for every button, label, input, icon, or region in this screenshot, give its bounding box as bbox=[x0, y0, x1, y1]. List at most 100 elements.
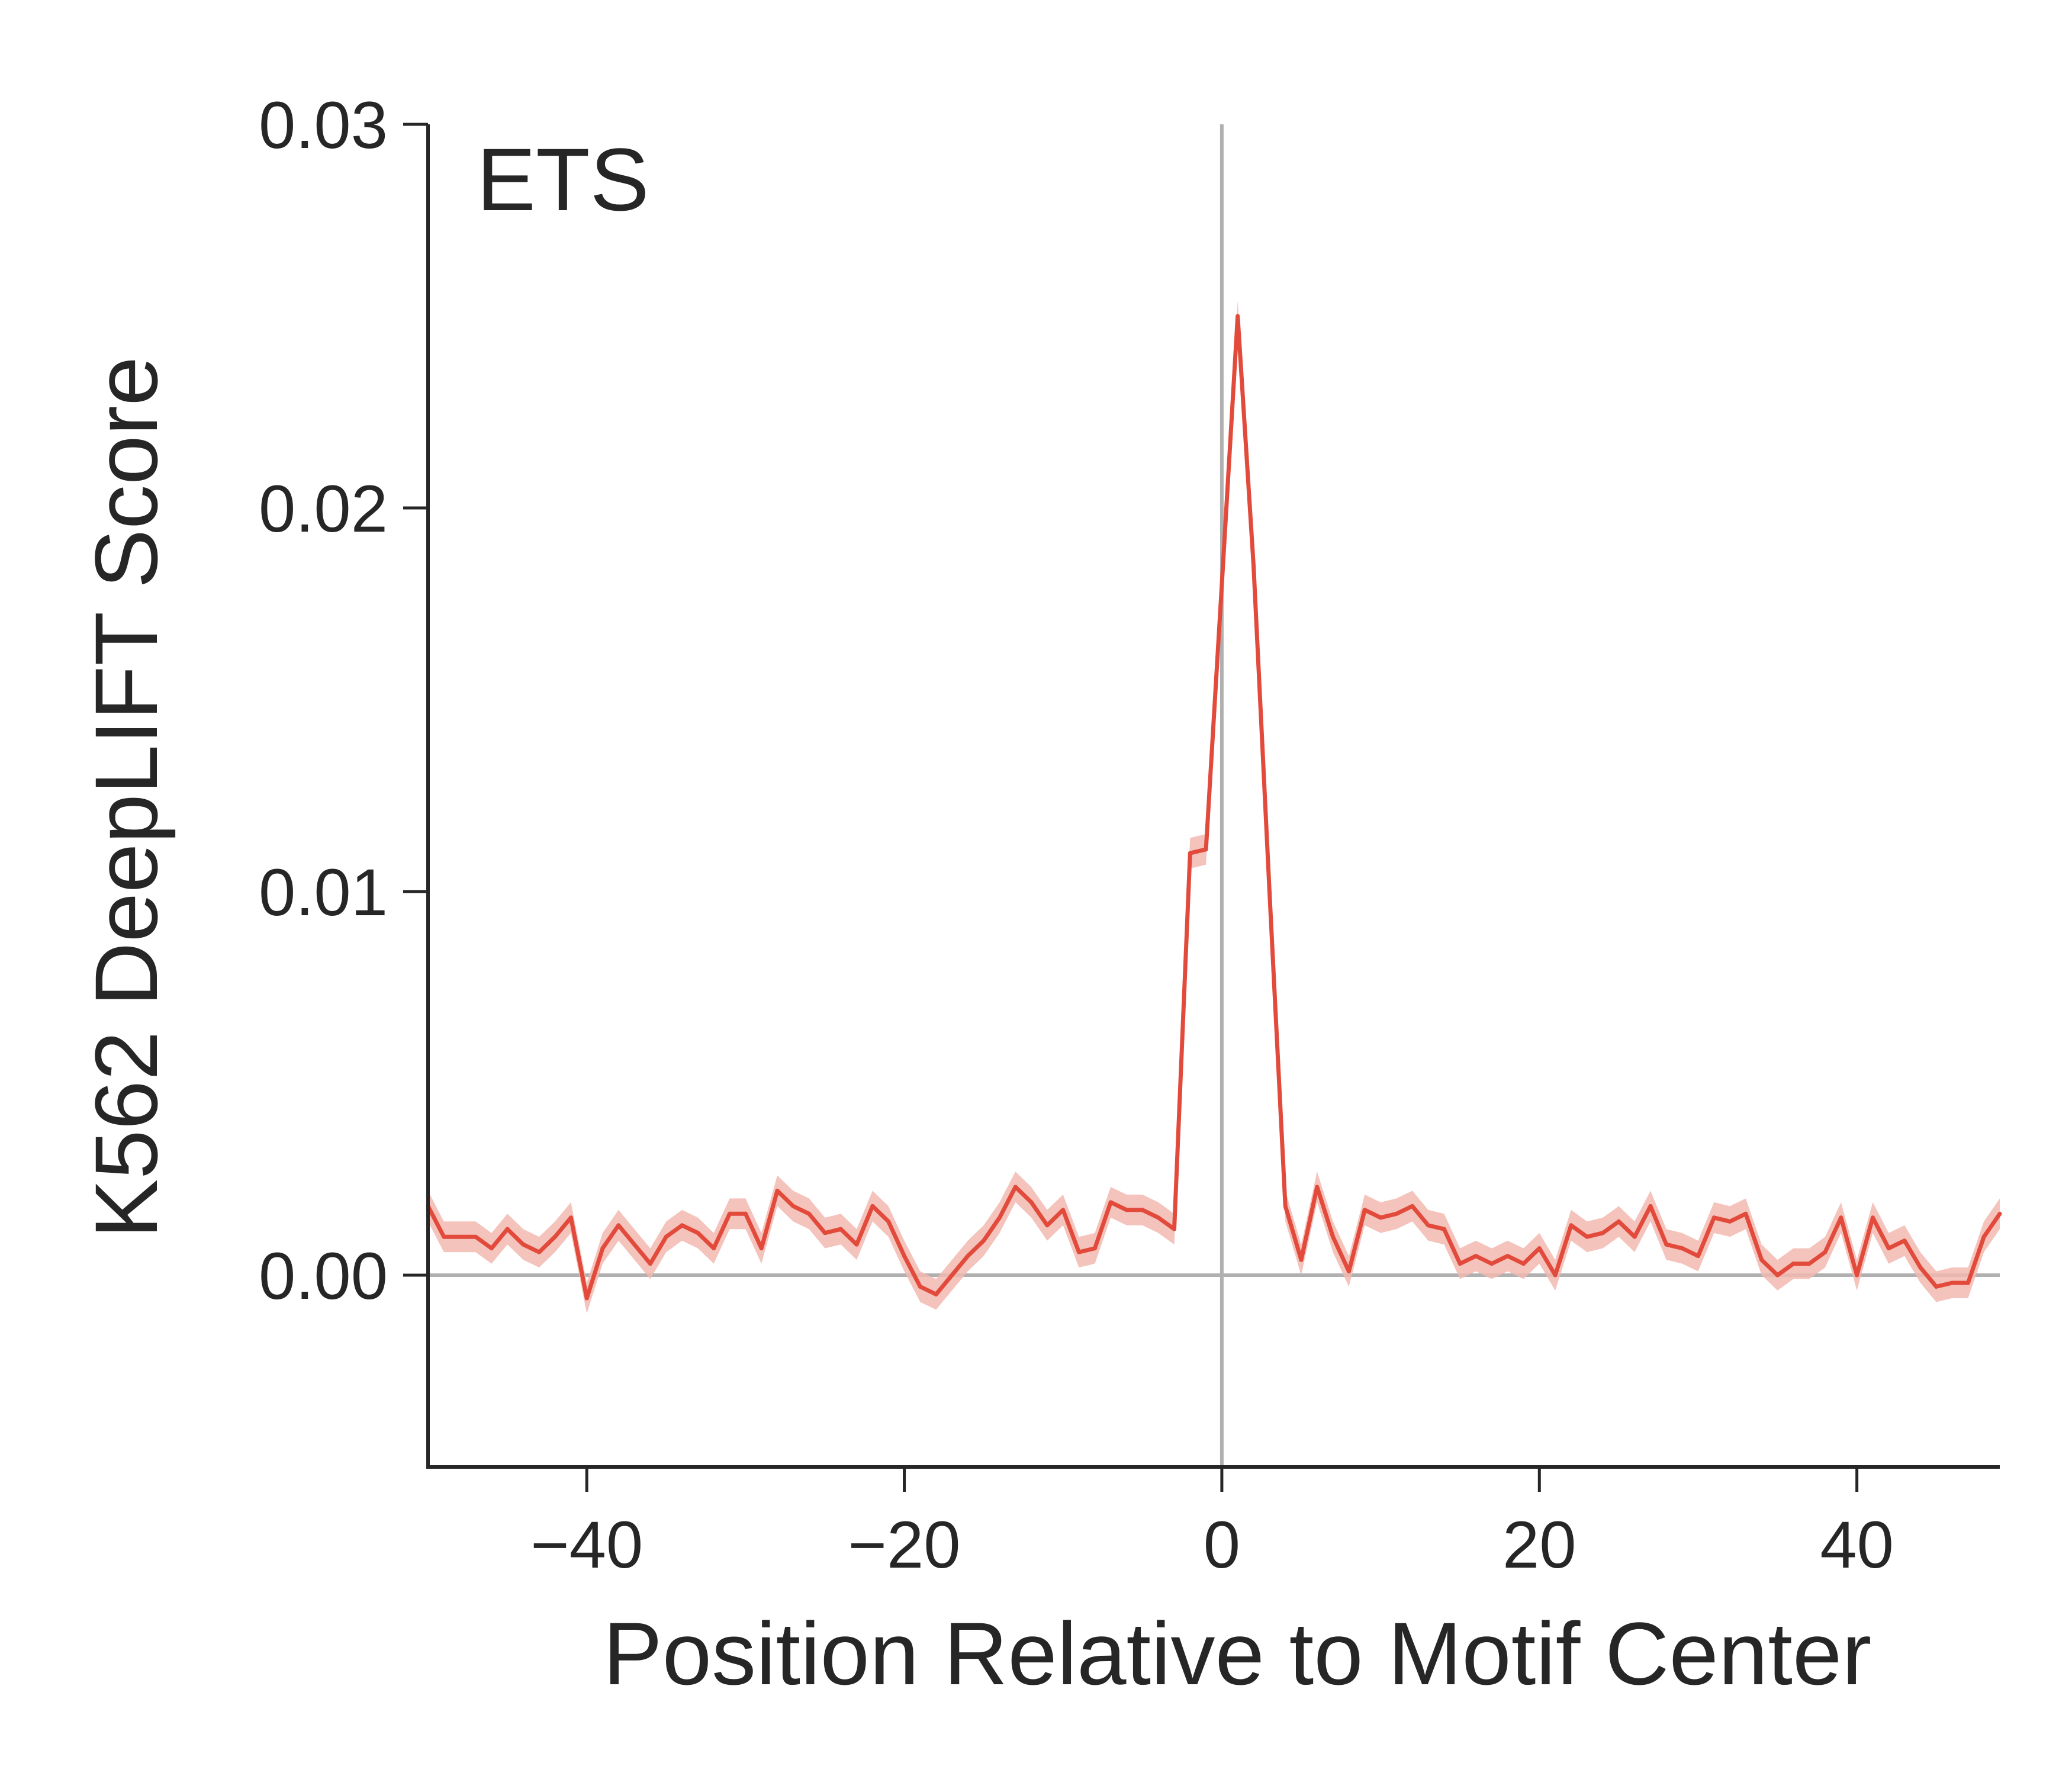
data-point bbox=[934, 1292, 938, 1296]
plot-area bbox=[426, 124, 2002, 1467]
data-point bbox=[950, 1273, 954, 1278]
data-point bbox=[759, 1246, 764, 1251]
x-tick-label: −20 bbox=[848, 1508, 961, 1582]
data-point bbox=[1696, 1254, 1700, 1259]
data-point bbox=[1124, 1208, 1129, 1212]
data-point bbox=[1632, 1234, 1637, 1239]
data-point bbox=[854, 1242, 859, 1247]
data-point bbox=[1442, 1227, 1446, 1231]
data-point bbox=[632, 1242, 637, 1247]
data-point bbox=[616, 1223, 621, 1228]
data-point bbox=[1092, 1246, 1097, 1251]
y-tick-label: 0.03 bbox=[259, 88, 388, 162]
data-point bbox=[521, 1242, 526, 1247]
data-point bbox=[1188, 851, 1192, 855]
x-tick-label: −40 bbox=[530, 1508, 643, 1582]
data-point bbox=[1267, 889, 1272, 894]
data-point bbox=[1172, 1227, 1176, 1231]
data-point bbox=[696, 1231, 700, 1236]
data-point bbox=[1601, 1231, 1605, 1236]
data-point bbox=[442, 1234, 446, 1239]
data-point bbox=[1315, 1185, 1320, 1189]
confidence-band bbox=[428, 301, 2000, 1314]
data-point bbox=[1013, 1185, 1018, 1189]
data-point bbox=[1855, 1273, 1859, 1278]
data-point bbox=[1236, 314, 1240, 318]
data-point bbox=[1997, 1211, 2002, 1216]
data-point bbox=[1283, 1204, 1288, 1208]
data-point bbox=[1156, 1215, 1161, 1220]
data-point bbox=[1553, 1273, 1558, 1278]
data-point bbox=[458, 1234, 462, 1239]
data-point bbox=[1950, 1280, 1954, 1285]
data-point bbox=[1473, 1254, 1478, 1259]
data-point bbox=[775, 1188, 780, 1193]
data-point bbox=[1886, 1246, 1891, 1251]
data-point bbox=[743, 1211, 748, 1216]
data-point bbox=[1489, 1262, 1494, 1266]
data-point bbox=[584, 1296, 589, 1301]
data-point bbox=[537, 1250, 542, 1254]
data-point bbox=[1616, 1219, 1621, 1224]
data-point bbox=[902, 1254, 906, 1259]
data-point bbox=[870, 1204, 875, 1208]
data-point bbox=[474, 1234, 478, 1239]
data-point bbox=[680, 1223, 684, 1228]
data-point bbox=[568, 1215, 573, 1220]
y-axis-label: K562 DeepLIFT Score bbox=[76, 356, 176, 1238]
data-point bbox=[1410, 1204, 1415, 1208]
data-point bbox=[664, 1234, 668, 1239]
data-point bbox=[728, 1211, 732, 1216]
data-point bbox=[966, 1254, 970, 1259]
data-point bbox=[1220, 583, 1224, 587]
data-point bbox=[823, 1231, 827, 1236]
panel-annotation: ETS bbox=[477, 130, 649, 229]
data-point bbox=[1061, 1208, 1066, 1212]
data-point bbox=[553, 1234, 557, 1239]
data-point bbox=[1981, 1234, 1986, 1239]
data-point bbox=[1918, 1265, 1923, 1270]
y-tick-label: 0.02 bbox=[259, 472, 388, 546]
y-tick-label: 0.01 bbox=[259, 855, 388, 929]
data-point bbox=[1029, 1200, 1034, 1205]
data-point bbox=[1204, 847, 1208, 852]
data-point bbox=[982, 1238, 986, 1243]
data-point bbox=[1759, 1257, 1764, 1262]
y-tick-label: 0.00 bbox=[259, 1239, 388, 1313]
data-point bbox=[1711, 1215, 1716, 1220]
data-point bbox=[1934, 1284, 1939, 1289]
data-point bbox=[1871, 1215, 1875, 1220]
data-point bbox=[1823, 1250, 1828, 1254]
data-point bbox=[1394, 1211, 1399, 1216]
data-point bbox=[600, 1246, 605, 1251]
data-point bbox=[1902, 1238, 1907, 1243]
data-point bbox=[1077, 1250, 1081, 1254]
data-point bbox=[1521, 1262, 1526, 1266]
data-point bbox=[1585, 1234, 1590, 1239]
data-point bbox=[1743, 1211, 1748, 1216]
data-point bbox=[1458, 1262, 1462, 1266]
series-line bbox=[426, 314, 2002, 1301]
data-point bbox=[918, 1284, 922, 1289]
data-point bbox=[1362, 1208, 1367, 1212]
data-point bbox=[1791, 1262, 1796, 1266]
data-point bbox=[1839, 1215, 1843, 1220]
data-point bbox=[1569, 1223, 1574, 1228]
axes: −40 −20 0 20 40 0.00 0.01 0.02 0.03 bbox=[259, 88, 2000, 1582]
data-point bbox=[1426, 1223, 1430, 1228]
data-point bbox=[1045, 1223, 1050, 1228]
data-point bbox=[505, 1227, 510, 1231]
data-point bbox=[648, 1262, 652, 1266]
x-axis-label: Position Relative to Motif Center bbox=[603, 1604, 1872, 1703]
data-point bbox=[1775, 1273, 1780, 1278]
data-point bbox=[1965, 1280, 1970, 1285]
data-point bbox=[1378, 1215, 1383, 1220]
data-point bbox=[1299, 1257, 1304, 1262]
data-point bbox=[838, 1227, 843, 1231]
x-tick-label: 0 bbox=[1204, 1508, 1240, 1582]
data-point bbox=[1251, 563, 1256, 568]
x-tick-label: 20 bbox=[1502, 1508, 1576, 1582]
data-point bbox=[791, 1204, 796, 1208]
data-point bbox=[1347, 1269, 1351, 1273]
data-point bbox=[1727, 1219, 1732, 1224]
